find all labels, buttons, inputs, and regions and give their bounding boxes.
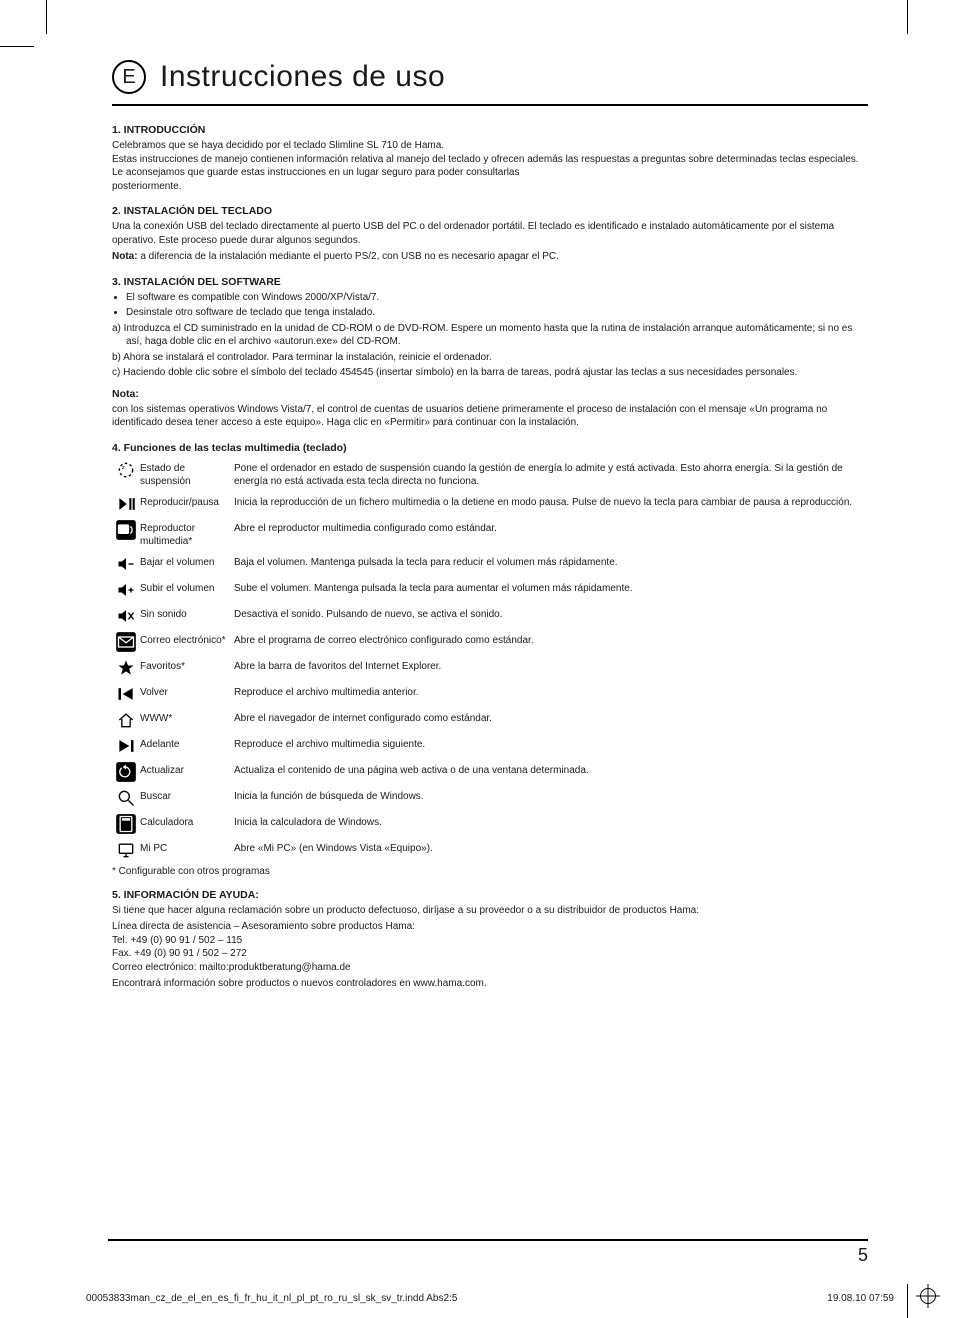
function-name: Adelante <box>140 736 234 751</box>
mute-icon <box>112 606 140 626</box>
crop-mark <box>907 0 908 34</box>
volup-icon <box>112 580 140 600</box>
note-heading: Nota: <box>112 388 868 400</box>
function-description: Reproduce el archivo multimedia anterior… <box>234 684 868 699</box>
calc-icon <box>112 814 140 834</box>
list-item: b) Ahora se instalará el controlador. Pa… <box>112 351 868 365</box>
section-heading: 2. INSTALACIÓN DEL TECLADO <box>112 205 868 217</box>
home-icon <box>112 710 140 730</box>
paragraph: Línea directa de asistencia – Asesoramie… <box>112 920 868 974</box>
paragraph: Si tiene que hacer alguna reclamación so… <box>112 904 868 918</box>
function-name: Estado de suspensión <box>140 460 234 488</box>
mypc-icon <box>112 840 140 860</box>
function-name: Reproductor multimedia* <box>140 520 234 548</box>
page-title: Instrucciones de uso <box>160 60 445 94</box>
note: Nota: a diferencia de la instalación med… <box>112 250 868 264</box>
function-description: Inicia la reproducción de un fichero mul… <box>234 494 868 509</box>
note-label: Nota: <box>112 251 138 262</box>
function-description: Abre el navegador de internet configurad… <box>234 710 868 725</box>
section-heading: 5. INFORMACIÓN DE AYUDA: <box>112 889 868 901</box>
function-row: AdelanteReproduce el archivo multimedia … <box>112 736 868 756</box>
media-icon <box>112 520 140 540</box>
function-description: Baja el volumen. Mantenga pulsada la tec… <box>234 554 868 569</box>
next-icon <box>112 736 140 756</box>
print-footer: 00053833man_cz_de_el_en_es_fi_fr_hu_it_n… <box>86 1293 954 1304</box>
prev-icon <box>112 684 140 704</box>
function-description: Abre «Mi PC» (en Windows Vista «Equipo»)… <box>234 840 868 855</box>
refresh-icon <box>112 762 140 782</box>
ordered-list: a) Introduzca el CD suministrado en la u… <box>112 322 868 380</box>
page-number: 5 <box>108 1239 868 1266</box>
function-name: Subir el volumen <box>140 580 234 595</box>
section-heading: 3. INSTALACIÓN DEL SOFTWARE <box>112 276 868 288</box>
function-row: Sin sonidoDesactiva el sonido. Pulsando … <box>112 606 868 626</box>
function-row: BuscarInicia la función de búsqueda de W… <box>112 788 868 808</box>
function-name: Reproducir/pausa <box>140 494 234 509</box>
function-row: Mi PCAbre «Mi PC» (en Windows Vista «Equ… <box>112 840 868 860</box>
list-item: Desinstale otro software de teclado que … <box>126 306 868 320</box>
star-icon <box>112 658 140 678</box>
function-name: Mi PC <box>140 840 234 855</box>
function-name: Buscar <box>140 788 234 803</box>
playpause-icon <box>112 494 140 514</box>
function-row: ActualizarActualiza el contenido de una … <box>112 762 868 782</box>
footer-timestamp: 19.08.10 07:59 <box>827 1293 894 1304</box>
list-item: El software es compatible con Windows 20… <box>126 291 868 305</box>
function-description: Abre la barra de favoritos del Internet … <box>234 658 868 673</box>
function-description: Desactiva el sonido. Pulsando de nuevo, … <box>234 606 868 621</box>
function-description: Reproduce el archivo multimedia siguient… <box>234 736 868 751</box>
paragraph: Una la conexión USB del teclado directam… <box>112 220 868 247</box>
function-row: Reproductor multimedia*Abre el reproduct… <box>112 520 868 548</box>
function-description: Inicia la función de búsqueda de Windows… <box>234 788 868 803</box>
mail-icon <box>112 632 140 652</box>
section-heading: 1. INTRODUCCIÓN <box>112 124 868 136</box>
note-text: a diferencia de la instalación mediante … <box>138 251 559 262</box>
paragraph: Celebramos que se haya decidido por el t… <box>112 139 868 193</box>
list-item: c) Haciendo doble clic sobre el símbolo … <box>112 366 868 380</box>
function-row: CalculadoraInicia la calculadora de Wind… <box>112 814 868 834</box>
function-name: Volver <box>140 684 234 699</box>
function-row: WWW*Abre el navegador de internet config… <box>112 710 868 730</box>
function-name: Calculadora <box>140 814 234 829</box>
search-icon <box>112 788 140 808</box>
paragraph: con los sistemas operativos Windows Vist… <box>112 403 868 430</box>
language-badge: E <box>112 60 146 94</box>
function-row: Favoritos*Abre la barra de favoritos del… <box>112 658 868 678</box>
function-name: Bajar el volumen <box>140 554 234 569</box>
footnote: * Configurable con otros programas <box>112 866 868 877</box>
functions-table: z Estado de suspensiónPone el ordenador e… <box>112 460 868 860</box>
function-row: Bajar el volumenBaja el volumen. Manteng… <box>112 554 868 574</box>
function-row: Correo electrónico*Abre el programa de c… <box>112 632 868 652</box>
sleep-icon: z <box>112 460 140 480</box>
function-row: Reproducir/pausaInicia la reproducción d… <box>112 494 868 514</box>
manual-page: E Instrucciones de uso 1. INTRODUCCIÓN C… <box>0 0 954 1318</box>
function-description: Abre el reproductor multimedia configura… <box>234 520 868 535</box>
function-name: Correo electrónico* <box>140 632 234 647</box>
function-name: WWW* <box>140 710 234 725</box>
function-row: z Estado de suspensiónPone el ordenador e… <box>112 460 868 488</box>
function-description: Pone el ordenador en estado de suspensió… <box>234 460 868 488</box>
crop-mark <box>0 46 34 47</box>
voldown-icon <box>112 554 140 574</box>
function-name: Favoritos* <box>140 658 234 673</box>
function-row: Subir el volumenSube el volumen. Manteng… <box>112 580 868 600</box>
crop-mark <box>46 0 47 34</box>
function-description: Inicia la calculadora de Windows. <box>234 814 868 829</box>
registration-mark <box>916 1284 940 1308</box>
section-heading: 4. Funciones de las teclas multimedia (t… <box>112 442 868 454</box>
function-row: VolverReproduce el archivo multimedia an… <box>112 684 868 704</box>
title-row: E Instrucciones de uso <box>112 60 868 106</box>
footer-filename: 00053833man_cz_de_el_en_es_fi_fr_hu_it_n… <box>86 1293 457 1304</box>
bullet-list: El software es compatible con Windows 20… <box>112 291 868 320</box>
paragraph: Encontrará información sobre productos o… <box>112 977 868 991</box>
function-description: Actualiza el contenido de una página web… <box>234 762 868 777</box>
function-name: Sin sonido <box>140 606 234 621</box>
svg-text:z: z <box>122 465 125 471</box>
function-name: Actualizar <box>140 762 234 777</box>
function-description: Abre el programa de correo electrónico c… <box>234 632 868 647</box>
function-description: Sube el volumen. Mantenga pulsada la tec… <box>234 580 868 595</box>
list-item: a) Introduzca el CD suministrado en la u… <box>112 322 868 349</box>
